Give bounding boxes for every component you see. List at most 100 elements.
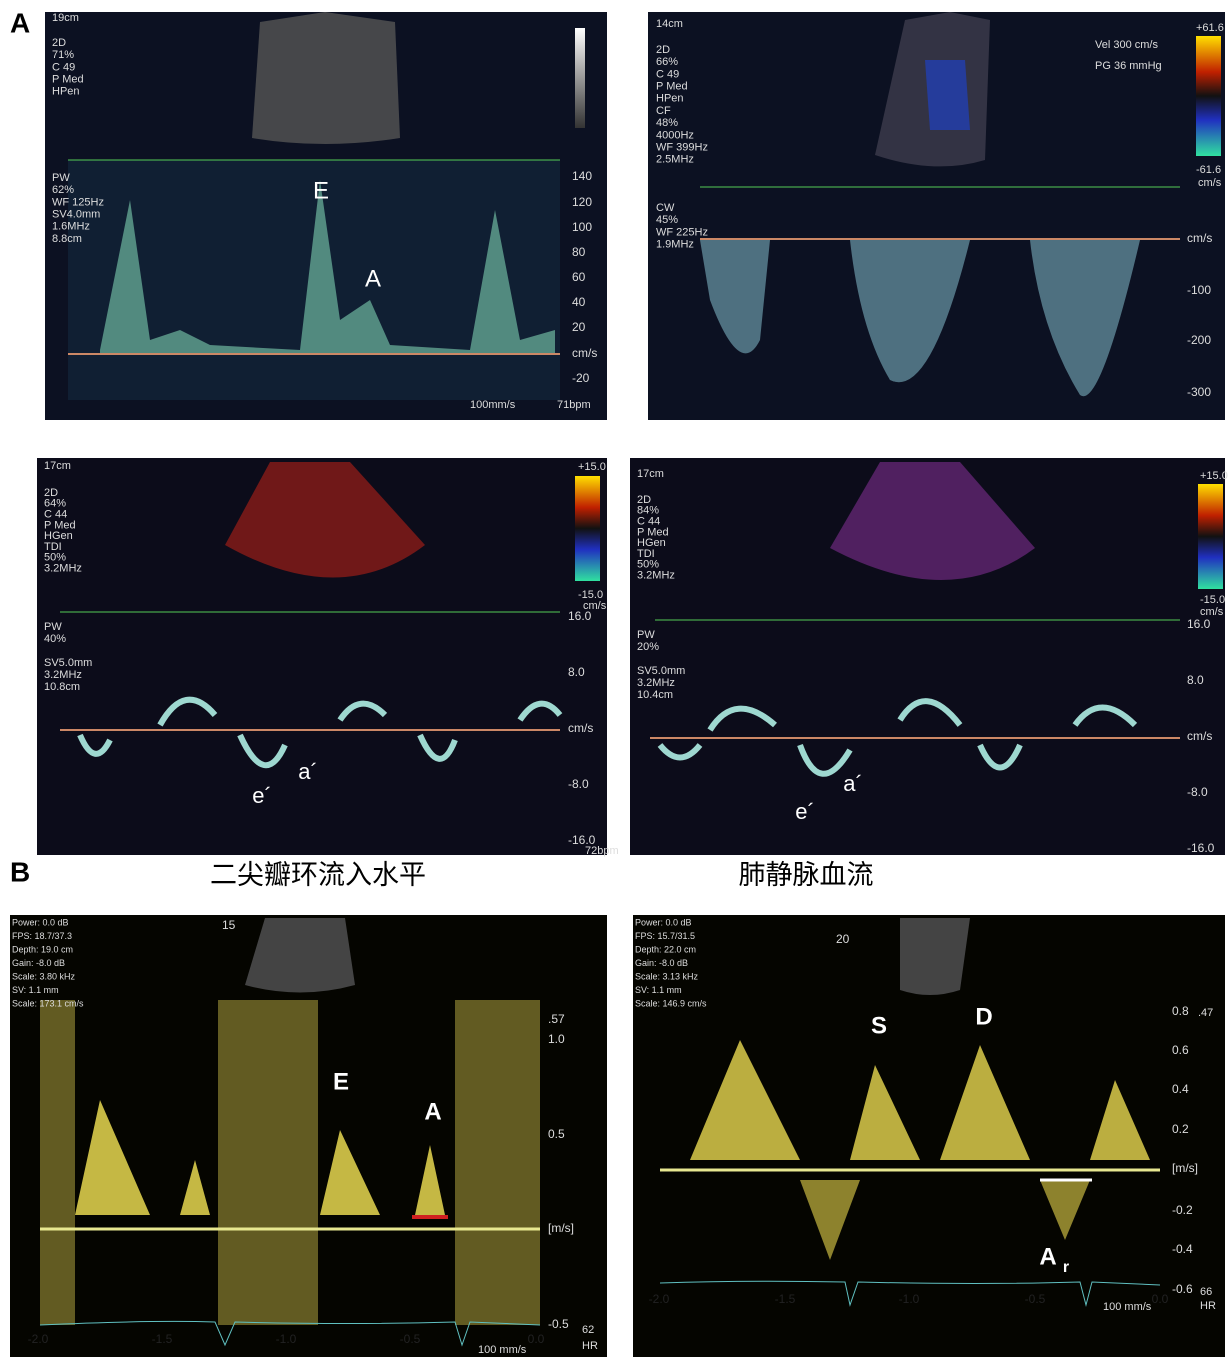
setting: SV: 1.1 mm [12, 985, 59, 995]
setting: PW [44, 621, 62, 633]
depth-label: 17cm [44, 460, 71, 472]
x-tick-label: -2.0 [649, 1292, 670, 1306]
label: -15.0 [1200, 594, 1225, 606]
setting: Scale: 173.1 cm/s [12, 998, 84, 1008]
panel-label: A [10, 7, 30, 38]
annotation: e´ [795, 799, 815, 824]
tick-label: 8.0 [568, 665, 585, 679]
setting: C 49 [656, 68, 679, 80]
annotation: a´ [298, 759, 318, 784]
setting: Power: 0.0 dB [12, 917, 69, 927]
label: 100mm/s [470, 399, 516, 411]
setting: SV5.0mm [637, 665, 685, 677]
tick-label: 80 [572, 245, 586, 259]
tick-label: 100 [572, 220, 592, 234]
setting: 40% [44, 633, 66, 645]
annotation: A [365, 265, 381, 292]
depth-label: 19cm [52, 12, 79, 24]
setting: SV5.0mm [44, 657, 92, 669]
x-tick-label: -1.0 [899, 1292, 920, 1306]
annotation: e´ [252, 783, 272, 808]
setting: 1.9MHz [656, 239, 694, 251]
tick-label: -100 [1187, 283, 1211, 297]
annotation: A [1039, 1243, 1056, 1270]
setting: Depth: 19.0 cm [12, 944, 73, 954]
setting: Gain: -8.0 dB [12, 958, 65, 968]
tick-label: -16.0 [1187, 841, 1215, 855]
tick-label: -0.6 [1172, 1282, 1193, 1296]
label: +15.0 [578, 461, 606, 473]
tick-label: cm/s [1187, 231, 1212, 245]
tick-label: 8.0 [1187, 673, 1204, 687]
label: HR [582, 1340, 598, 1352]
setting: SV: 1.1 mm [635, 985, 682, 995]
annotation: D [975, 1003, 992, 1030]
tick-label: 0.5 [548, 1127, 565, 1141]
annotation: r [1063, 1259, 1069, 1276]
setting: 62% [52, 184, 74, 196]
tick-label: -0.2 [1172, 1203, 1193, 1217]
setting: 48% [656, 117, 678, 129]
setting: 45% [656, 214, 678, 226]
label: +61.6 [1196, 22, 1224, 34]
annotation: a´ [843, 771, 863, 796]
tick-label: -8.0 [568, 777, 589, 791]
tick-label: [m/s] [548, 1221, 574, 1235]
label: HR [1200, 1300, 1216, 1312]
setting: Depth: 22.0 cm [635, 944, 696, 954]
setting: 71% [52, 49, 74, 61]
setting: PW [52, 172, 70, 184]
setting: CW [656, 202, 675, 214]
tick-label: -300 [1187, 385, 1211, 399]
label: cm/s [1198, 177, 1222, 189]
setting: 3.2MHz [637, 677, 675, 689]
setting: Power: 0.0 dB [635, 917, 692, 927]
tick-label: -0.4 [1172, 1242, 1193, 1256]
tick-label: -8.0 [1187, 785, 1208, 799]
x-tick-label: -1.0 [276, 1332, 297, 1346]
caption: 二尖瓣环流入水平 [210, 860, 426, 890]
tick-label: 40 [572, 295, 586, 309]
label: 100 mm/s [1103, 1301, 1152, 1313]
label: cm/s [1200, 606, 1224, 618]
setting: Gain: -8.0 dB [635, 958, 688, 968]
sector-image [900, 918, 970, 995]
tick-label: cm/s [1187, 729, 1212, 743]
tick-label: -20 [572, 371, 590, 385]
annotation: A [424, 1098, 441, 1125]
x-tick-label: -1.5 [775, 1292, 796, 1306]
tick-label: 0.4 [1172, 1082, 1189, 1096]
setting: HPen [52, 86, 80, 98]
label: .47 [1198, 1007, 1213, 1019]
panel-label: B [10, 856, 30, 887]
tick-label: -200 [1187, 333, 1211, 347]
x-tick-label: 0.0 [528, 1332, 545, 1346]
tick-label: 20 [572, 320, 586, 334]
x-tick-label: -0.5 [400, 1332, 421, 1346]
tick-label: .57 [548, 1012, 565, 1026]
figure: AB二尖瓣环流入水平肺静脉血流19cm2D71%C 49P MedHPenPW6… [0, 0, 1231, 1357]
setting: WF 399Hz [656, 142, 708, 154]
setting: 66% [656, 56, 678, 68]
color-bar [1198, 484, 1223, 589]
setting: 20% [637, 641, 659, 653]
tick-label: 0.2 [1172, 1122, 1189, 1136]
tick-label: 0.8 [1172, 1004, 1189, 1018]
setting: PW [637, 629, 655, 641]
setting: 3.2MHz [44, 563, 82, 575]
annotation: E [333, 1068, 349, 1095]
setting: FPS: 15.7/31.5 [635, 931, 695, 941]
depth-label: 20 [836, 932, 850, 946]
setting: 4000Hz [656, 129, 694, 141]
label: +15.0 [1200, 470, 1228, 482]
label: cm/s [583, 600, 607, 612]
setting: Scale: 146.9 cm/s [635, 998, 707, 1008]
tick-label: 120 [572, 195, 592, 209]
setting: P Med [656, 81, 688, 93]
setting: HPen [656, 93, 684, 105]
tick-label: [m/s] [1172, 1161, 1198, 1175]
x-tick-label: -2.0 [28, 1332, 49, 1346]
tick-label: 140 [572, 169, 592, 183]
label: 62 [582, 1324, 594, 1336]
caption: 肺静脉血流 [739, 860, 874, 890]
